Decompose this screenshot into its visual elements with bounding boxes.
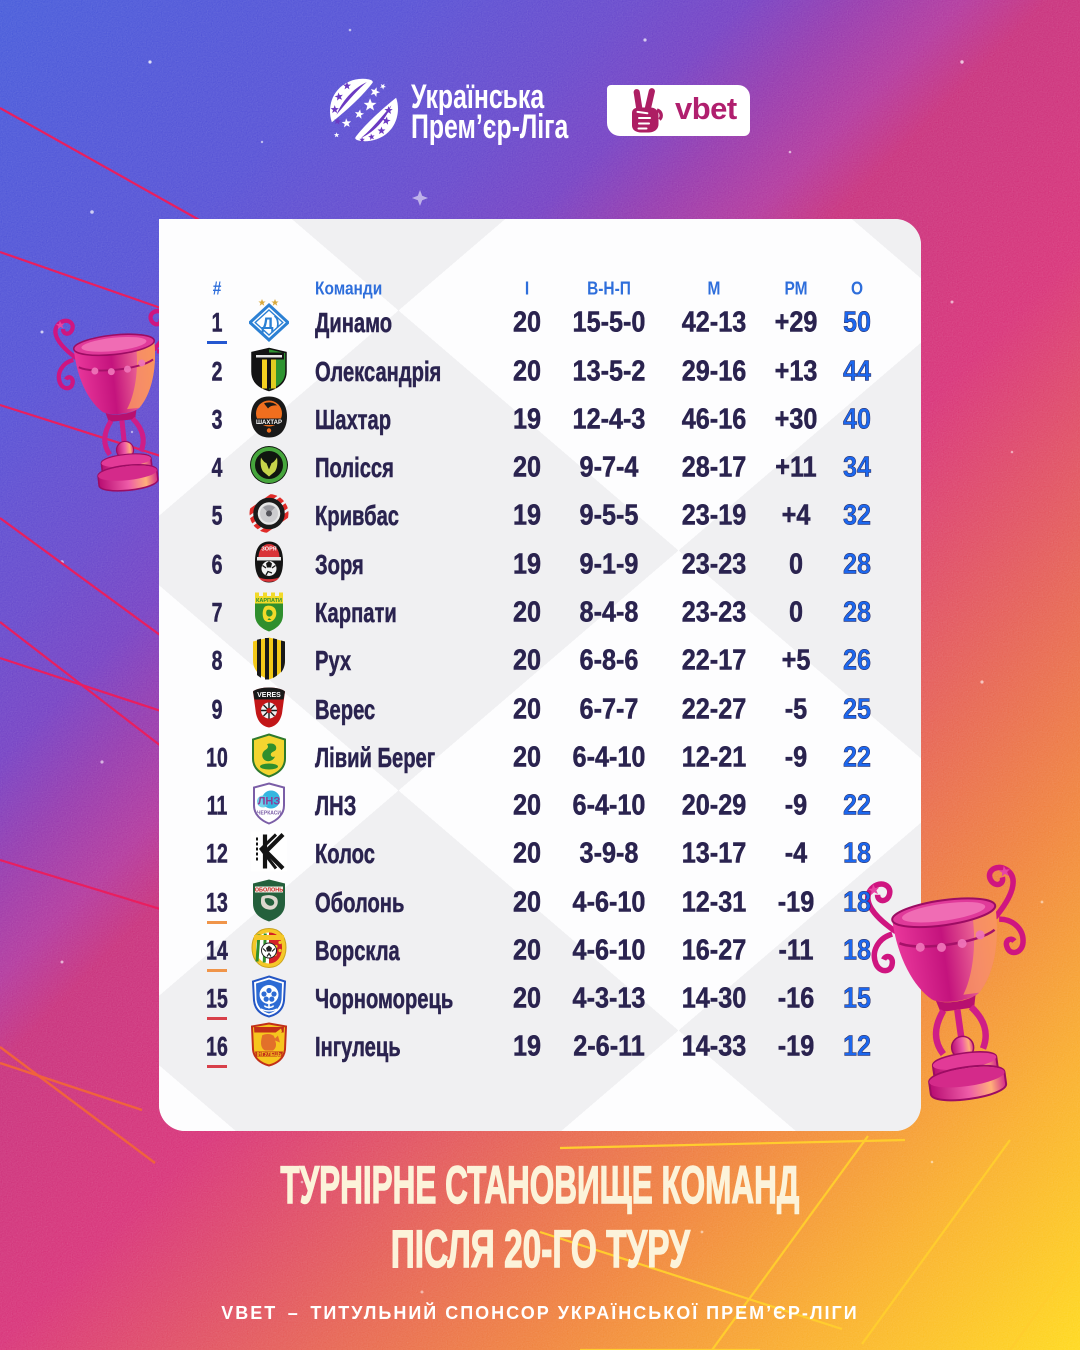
svg-text:ЧЕРКАСИ: ЧЕРКАСИ: [257, 811, 281, 817]
svg-text:ШАХТАР: ШАХТАР: [256, 420, 282, 426]
svg-text:ОБОЛОНЬ: ОБОЛОНЬ: [255, 887, 283, 893]
svg-text:ЛНЗ: ЛНЗ: [258, 796, 281, 808]
svg-text:КАРПАТИ: КАРПАТИ: [256, 598, 282, 604]
svg-text:VERES: VERES: [257, 692, 281, 699]
svg-text:ЗОРЯ: ЗОРЯ: [261, 546, 276, 552]
svg-text:Д: Д: [261, 314, 273, 333]
svg-text:ІНГУЛЕЦЬ: ІНГУЛЕЦЬ: [257, 1052, 282, 1058]
